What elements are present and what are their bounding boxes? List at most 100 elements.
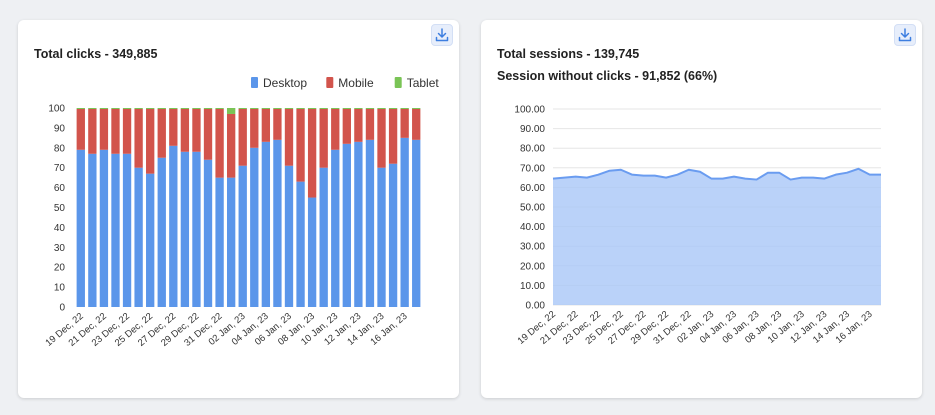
bar-tablet xyxy=(215,108,224,109)
legend-swatch-desktop xyxy=(251,77,258,88)
y-tick-label: 60.00 xyxy=(520,183,545,194)
bar-tablet xyxy=(169,108,178,109)
bar-mobile xyxy=(157,109,166,158)
y-tick-label: 10.00 xyxy=(520,281,545,292)
bar-desktop xyxy=(226,177,236,307)
bar-desktop xyxy=(354,141,363,307)
bar-tablet xyxy=(412,108,421,109)
bar-mobile xyxy=(412,109,421,140)
y-tick-label: 40.00 xyxy=(520,222,545,233)
bar-tablet xyxy=(354,108,363,109)
legend-swatch-tablet xyxy=(394,77,402,88)
bar-desktop xyxy=(146,173,155,307)
bar-tablet xyxy=(111,108,120,109)
y-tick-label: 90.00 xyxy=(520,124,545,135)
y-tick-label: 0 xyxy=(59,303,65,314)
bar-mobile xyxy=(192,109,201,152)
bar-tablet xyxy=(203,108,213,109)
bar-desktop xyxy=(88,153,97,307)
bar-desktop xyxy=(250,147,259,307)
bar-tablet xyxy=(99,108,109,109)
bar-tablet xyxy=(76,108,85,109)
bar-mobile xyxy=(111,109,120,154)
bar-desktop xyxy=(122,153,132,307)
bar-desktop xyxy=(377,167,386,307)
bar-desktop xyxy=(273,139,282,307)
bar-tablet xyxy=(261,108,271,109)
bar-desktop xyxy=(296,181,305,307)
legend-label-mobile: Mobile xyxy=(338,76,374,90)
y-tick-label: 30 xyxy=(54,243,66,254)
y-tick-label: 0.00 xyxy=(526,301,546,312)
bar-desktop xyxy=(134,167,143,307)
download-button[interactable] xyxy=(431,24,453,46)
bar-tablet xyxy=(134,108,143,109)
bar-mobile xyxy=(365,109,375,140)
bar-desktop xyxy=(111,153,120,307)
bar-desktop xyxy=(99,149,109,307)
bar-mobile xyxy=(215,109,224,178)
bar-desktop xyxy=(342,143,351,307)
bar-tablet xyxy=(296,108,305,109)
download-button[interactable] xyxy=(894,24,916,46)
legend-label-desktop: Desktop xyxy=(263,76,307,90)
series-line xyxy=(552,167,881,181)
bar-mobile xyxy=(99,109,109,150)
bar-tablet xyxy=(88,108,97,109)
bar-mobile xyxy=(261,109,271,142)
download-icon xyxy=(898,28,912,42)
bar-mobile xyxy=(354,109,363,142)
bar-tablet xyxy=(377,108,386,109)
bar-mobile xyxy=(226,113,236,178)
bar-mobile xyxy=(377,109,386,168)
bar-desktop xyxy=(388,163,398,307)
bar-mobile xyxy=(203,109,213,160)
bar-desktop xyxy=(157,157,166,307)
bar-mobile xyxy=(250,109,259,148)
total-sessions-card: Total sessions - 139,745 Session without… xyxy=(481,20,922,398)
bar-mobile xyxy=(400,109,409,138)
bar-tablet xyxy=(331,108,340,109)
bar-tablet xyxy=(284,108,294,109)
bar-mobile xyxy=(169,109,178,146)
chart-subtitle: Session without clicks - 91,852 (66%) xyxy=(497,69,718,83)
bar-mobile xyxy=(284,109,294,166)
bar-mobile xyxy=(146,109,155,174)
bar-tablet xyxy=(400,108,409,109)
bar-tablet xyxy=(180,108,190,109)
y-tick-label: 100 xyxy=(48,104,65,115)
bar-desktop xyxy=(319,167,328,307)
bar-desktop xyxy=(284,165,294,307)
bar-desktop xyxy=(307,197,317,307)
bar-mobile xyxy=(331,109,340,150)
bar-mobile xyxy=(273,109,282,140)
bar-desktop xyxy=(331,149,340,307)
total-clicks-card: Total clicks - 349,885 Desktop Mobile Tabl… xyxy=(18,20,459,398)
bar-tablet xyxy=(192,108,201,109)
bar-desktop xyxy=(400,137,409,307)
bar-tablet xyxy=(238,108,247,109)
y-tick-label: 20 xyxy=(54,263,66,274)
y-tick-label: 10 xyxy=(54,283,66,294)
bar-mobile xyxy=(88,109,97,154)
bar-desktop xyxy=(169,145,178,307)
bar-tablet xyxy=(365,108,375,109)
bar-mobile xyxy=(76,109,85,150)
y-tick-label: 20.00 xyxy=(520,261,545,272)
bar-tablet xyxy=(273,108,282,109)
bar-mobile xyxy=(307,109,317,198)
area-fill xyxy=(553,168,881,305)
bar-desktop xyxy=(215,177,224,307)
chart-title: Total clicks - 349,885 xyxy=(34,47,158,61)
legend-label-tablet: Tablet xyxy=(407,76,440,90)
bar-mobile xyxy=(122,109,132,154)
bar-tablet xyxy=(250,108,259,109)
bar-tablet xyxy=(342,108,351,109)
bar-mobile xyxy=(342,109,351,144)
y-tick-label: 100.00 xyxy=(514,105,545,116)
bar-desktop xyxy=(180,151,190,307)
bar-desktop xyxy=(261,141,271,307)
bar-tablet xyxy=(226,108,236,114)
y-tick-label: 40 xyxy=(54,223,66,234)
y-tick-label: 60 xyxy=(54,183,66,194)
